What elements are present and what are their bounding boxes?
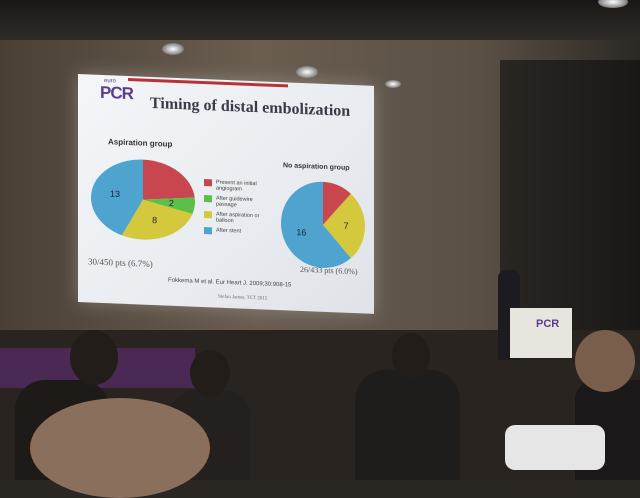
pie-slice (323, 193, 366, 259)
audience-head (70, 330, 118, 385)
audience-head (190, 350, 230, 396)
white-shirt (505, 425, 605, 470)
pie-slice-label: 16 (296, 227, 306, 237)
slide-credit: Stefan James, TCT 2015 (218, 294, 268, 302)
legend-label: After aspiration or balloon (216, 211, 260, 225)
pie-slice (91, 159, 143, 236)
legend-swatch (204, 195, 212, 203)
legend-item: Present an initial angiogram (204, 179, 274, 194)
projection-screen: euro PCR Timing of distal embolization A… (78, 74, 374, 314)
no-aspiration-summary: 26/433 pts (6.0%) (300, 264, 358, 277)
legend-swatch (204, 179, 212, 187)
aspiration-pie-chart: 2 8 13 (91, 159, 195, 240)
legend-label: Present an initial angiogram (216, 179, 257, 193)
pie-slice (143, 159, 195, 200)
audience-head (575, 330, 635, 392)
legend: Present an initial angiogram After guide… (204, 179, 274, 237)
legend-swatch (204, 227, 212, 235)
ceiling-light (598, 0, 628, 8)
aspiration-summary: 30/450 pts (6.7%) (88, 256, 153, 270)
pie-slice (143, 197, 195, 214)
audience-member (355, 370, 460, 480)
ceiling-light (385, 80, 401, 88)
pie-slice (323, 181, 351, 225)
europcr-logo: PCR (100, 82, 133, 104)
legend-label: After stent (216, 227, 242, 235)
right-wall (500, 60, 640, 350)
aspiration-group-title: Aspiration group (108, 137, 173, 149)
pie-slice-label: 8 (152, 215, 157, 225)
pie-slice-label: 7 (344, 221, 349, 231)
podium (510, 308, 572, 358)
pie-slice-label: 2 (169, 198, 174, 208)
pie-slice (121, 199, 193, 240)
audience-head (392, 333, 430, 379)
citation: Fokkema M et al. Eur Heart J. 2009;30:90… (168, 277, 292, 289)
podium-logo: PCR (536, 318, 560, 330)
pie-slice-label: 13 (110, 189, 120, 199)
legend-item: After aspiration or balloon (204, 211, 274, 226)
bald-head-foreground (30, 398, 210, 498)
ceiling-light (296, 66, 318, 78)
slide-title: Timing of distal embolization (150, 94, 351, 120)
no-aspiration-pie-chart: 7 16 (281, 181, 366, 268)
pie-slice (281, 181, 351, 268)
legend-item: After stent (204, 227, 274, 237)
no-aspiration-group-title: No aspiration group (283, 162, 350, 172)
legend-swatch (204, 211, 212, 219)
legend-label: After guidewire passage (216, 195, 253, 209)
legend-item: After guidewire passage (204, 195, 274, 210)
ceiling-light (162, 43, 184, 55)
